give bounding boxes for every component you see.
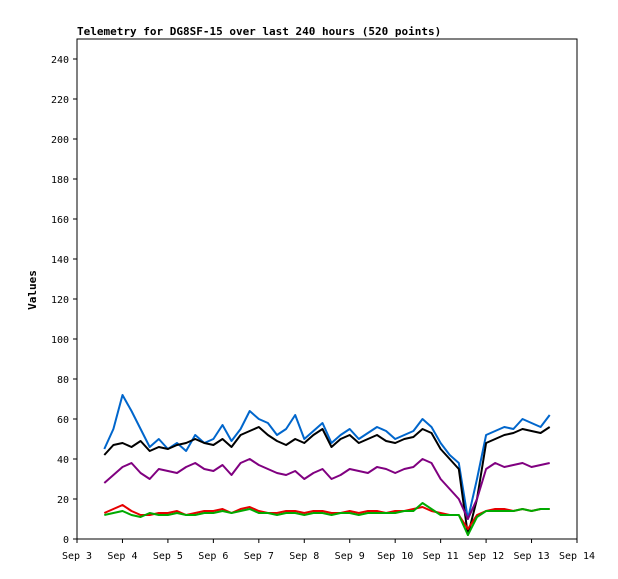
x-tick-label: Sep 3 [62, 551, 92, 562]
series-line-4 [103, 504, 550, 530]
y-tick-label: 0 [63, 535, 69, 546]
series-line-2 [103, 426, 551, 536]
y-axis-ticks: 0 20 40 60 80 100 120 140 160 180 200 220 240 [51, 55, 77, 546]
series-line-5 [104, 502, 550, 536]
x-tick-label: Sep 9 [335, 551, 365, 562]
y-tick-label: 120 [51, 295, 69, 306]
x-tick-label: Sep 14 [559, 551, 595, 562]
y-axis-label: Values [26, 270, 39, 310]
x-tick-label: Sep 10 [377, 551, 413, 562]
y-tick-label: 240 [51, 55, 69, 66]
x-tick-label: Sep 11 [423, 551, 459, 562]
x-tick-label: Sep 12 [468, 551, 504, 562]
x-tick-label: Sep 7 [244, 551, 274, 562]
y-tick-label: 40 [57, 455, 69, 466]
x-axis-ticks: Sep 3 Sep 4 Sep 5 Sep 6 Sep 7 Sep 8 Sep 9 Sep 1… [62, 539, 595, 562]
x-tick-label: Sep 8 [289, 551, 319, 562]
y-tick-label: 60 [57, 415, 69, 426]
x-tick-label: Sep 6 [198, 551, 228, 562]
y-tick-label: 200 [51, 135, 69, 146]
x-tick-label: Sep 13 [513, 551, 549, 562]
y-tick-label: 140 [51, 255, 69, 266]
y-tick-label: 220 [51, 95, 69, 106]
plot-frame [76, 38, 578, 540]
chart-title: Telemetry for DG8SF-15 over last 240 hou… [77, 25, 441, 38]
x-tick-label: Sep 4 [107, 551, 137, 562]
series-line-3 [103, 458, 550, 520]
y-tick-label: 20 [57, 495, 69, 506]
y-tick-label: 180 [51, 175, 69, 186]
y-tick-label: 160 [51, 215, 69, 226]
x-tick-label: Sep 5 [153, 551, 183, 562]
series-layer [103, 394, 551, 536]
y-tick-label: 100 [51, 335, 69, 346]
y-tick-label: 80 [57, 375, 69, 386]
